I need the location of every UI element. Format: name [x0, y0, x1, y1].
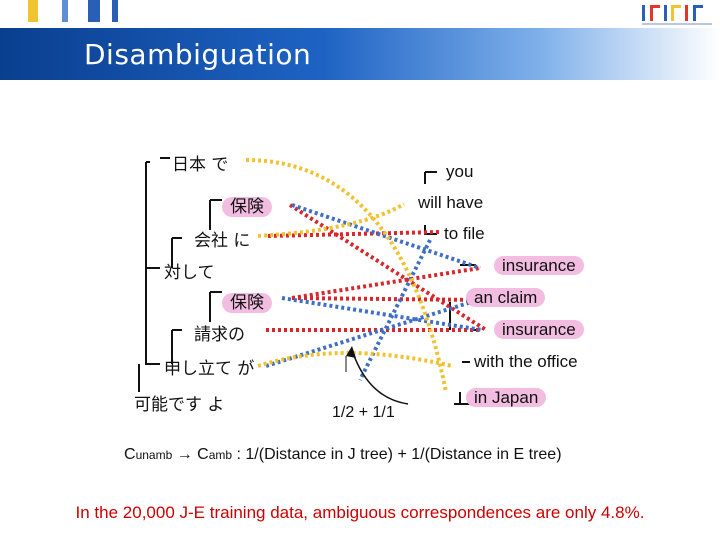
- en-node-in-japan-label: in Japan: [466, 388, 547, 407]
- top-bar: [0, 0, 720, 28]
- arrow-head: [346, 346, 356, 358]
- en-node-an-claim: an claim: [466, 288, 546, 308]
- jp-node-kanou-desu-yo: 可能です よ: [134, 395, 225, 415]
- blue-stripe: [112, 0, 118, 22]
- en-node-to-file: to file: [444, 224, 485, 243]
- formula-c2: C: [197, 446, 209, 463]
- jp-node-hoken-1: 保険: [222, 192, 272, 217]
- jp-node-kaisha-ni: 会社 に: [194, 231, 251, 251]
- title-bar: [0, 28, 720, 80]
- statistics-note: In the 20,000 J-E training data, ambiguo…: [75, 503, 645, 522]
- en-node-with-the-office: with the office: [474, 352, 578, 371]
- en-node-insurance-2-label: insurance: [494, 320, 584, 339]
- blue-stripe: [62, 0, 68, 22]
- japanese-tree-brackets: [138, 157, 222, 392]
- jp-node-taishite: 対して: [164, 263, 215, 283]
- score-formula: Cunamb → Camb : 1/(Distance in J tree) +…: [124, 446, 562, 464]
- formula-rest: : 1/(Distance in J tree) + 1/(Distance i…: [232, 446, 562, 463]
- jp-node-hoken-2: 保険: [222, 288, 272, 313]
- slide-title: Disambiguation: [84, 38, 312, 71]
- fraction-label: 1/2 + 1/1: [332, 404, 395, 421]
- formula-c1-sub: unamb: [135, 448, 173, 462]
- blue-stripe: [88, 0, 100, 22]
- en-node-insurance-1: insurance: [494, 256, 584, 276]
- lab-logo: [642, 5, 712, 25]
- en-node-insurance-2: insurance: [494, 320, 584, 340]
- en-node-an-claim-label: an claim: [466, 288, 546, 307]
- jp-node-nihon-de: 日本 で: [172, 155, 229, 175]
- en-node-insurance-1-label: insurance: [494, 256, 584, 275]
- formula-arrow: →: [172, 446, 198, 463]
- en-node-in-japan: in Japan: [466, 388, 547, 408]
- formula-c1: C: [124, 446, 136, 463]
- formula-c2-sub: amb: [208, 448, 233, 462]
- jp-node-moushitate-ga: 申し立て が: [164, 359, 255, 379]
- yellow-stripe: [28, 0, 38, 22]
- red-links: [266, 203, 488, 332]
- jp-node-hoken-1-label: 保険: [222, 197, 272, 217]
- jp-node-seikyuu-no: 請求の: [194, 325, 245, 345]
- yellow-links: [245, 158, 453, 393]
- pointer-arrow: [351, 349, 409, 405]
- en-node-you: you: [446, 162, 474, 181]
- jp-node-hoken-2-label: 保険: [222, 293, 272, 313]
- en-node-will-have: will have: [418, 193, 484, 212]
